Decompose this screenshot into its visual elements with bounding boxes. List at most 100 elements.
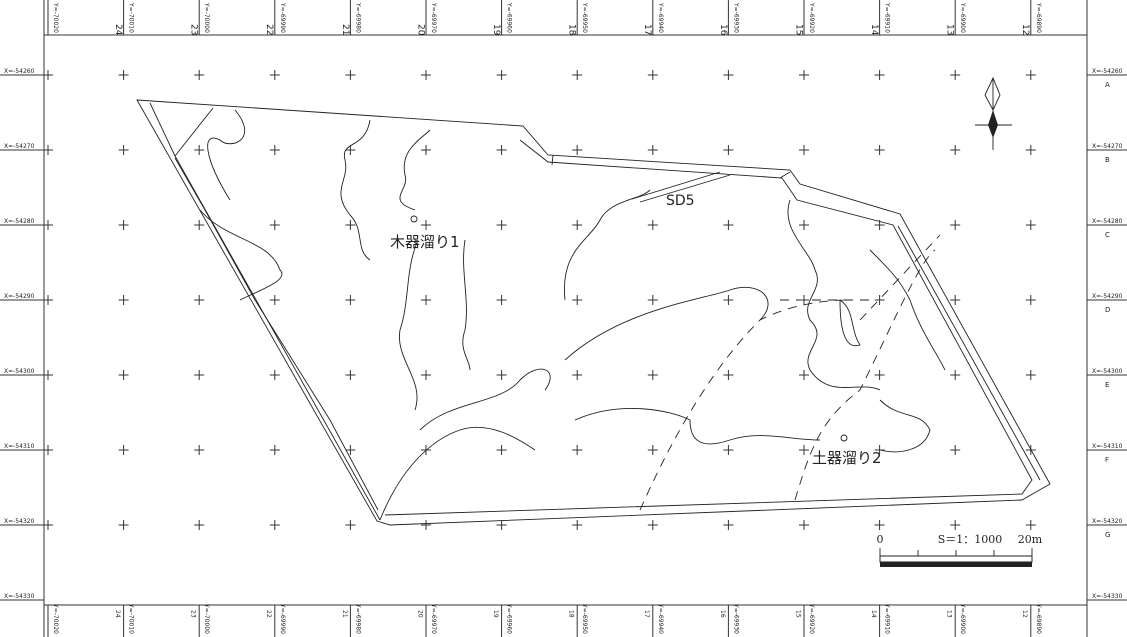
grid-cross bbox=[269, 70, 280, 80]
grid-cross bbox=[118, 370, 129, 380]
column-label: Y=-69960 bbox=[506, 2, 513, 33]
column-label: Y=-70000 bbox=[203, 603, 210, 634]
grid-cross bbox=[1025, 70, 1036, 80]
grid-cross bbox=[421, 370, 431, 380]
feature-label: 木器溜り1 bbox=[390, 233, 460, 251]
column-number: 14 bbox=[869, 24, 879, 36]
grid-cross bbox=[874, 445, 885, 455]
row-letter: F bbox=[1105, 456, 1109, 464]
grid-cross bbox=[345, 145, 356, 155]
north-arrow bbox=[975, 76, 1012, 150]
grid-cross bbox=[1025, 220, 1036, 230]
grid-cross bbox=[723, 145, 734, 155]
grid-cross bbox=[647, 370, 658, 380]
contours bbox=[199, 109, 946, 521]
column-number: 17 bbox=[642, 24, 652, 35]
column-number: 21 bbox=[341, 610, 348, 618]
row-label: X=-54280 bbox=[4, 218, 35, 225]
column-label: Y=-69940 bbox=[657, 2, 664, 33]
scale-bar bbox=[879, 548, 1033, 567]
column-label: Y=-70010 bbox=[128, 2, 135, 33]
grid-cross bbox=[43, 445, 53, 455]
column-number: 24 bbox=[114, 610, 121, 618]
column-label: Y=-69920 bbox=[808, 2, 815, 33]
grid-cross bbox=[345, 220, 356, 230]
column-number: 13 bbox=[945, 24, 955, 35]
grid-cross bbox=[43, 220, 53, 230]
grid-cross bbox=[950, 145, 961, 155]
column-label: Y=-69990 bbox=[279, 2, 286, 33]
grid-cross bbox=[647, 70, 658, 80]
row-label: X=-54270 bbox=[1092, 143, 1123, 150]
grid-cross bbox=[874, 370, 885, 380]
column-number: 16 bbox=[718, 24, 728, 36]
grid-cross bbox=[1025, 520, 1036, 530]
grid-cross bbox=[43, 520, 53, 530]
column-number: 15 bbox=[794, 610, 801, 618]
scale-label: S＝1：1000 bbox=[938, 533, 1003, 546]
grid-cross bbox=[118, 70, 129, 80]
column-label: Y=-70020 bbox=[52, 603, 59, 634]
grid-cross bbox=[421, 145, 431, 155]
grid-cross bbox=[799, 145, 809, 155]
grid-cross bbox=[950, 220, 961, 230]
grid-cross bbox=[345, 445, 356, 455]
column-number: 23 bbox=[190, 610, 197, 618]
grid-cross bbox=[194, 220, 205, 230]
grid-cross bbox=[572, 145, 583, 155]
row-label: X=-54300 bbox=[4, 368, 35, 375]
grid-cross bbox=[723, 220, 734, 230]
grid-cross bbox=[572, 520, 583, 530]
column-label: Y=-69900 bbox=[959, 603, 966, 634]
column-label: Y=-69990 bbox=[279, 603, 286, 634]
grid-cross bbox=[345, 370, 356, 380]
grid-cross bbox=[496, 145, 507, 155]
grid-cross bbox=[1025, 145, 1036, 155]
grid-cross bbox=[799, 295, 809, 305]
column-label: Y=-69970 bbox=[430, 2, 437, 33]
grid-cross bbox=[723, 295, 734, 305]
grid-cross bbox=[950, 520, 961, 530]
grid-cross bbox=[269, 295, 280, 305]
grid-cross bbox=[1025, 445, 1036, 455]
grid-cross bbox=[950, 295, 961, 305]
grid-cross bbox=[723, 520, 734, 530]
column-number: 18 bbox=[567, 24, 577, 36]
grid-cross bbox=[647, 220, 658, 230]
grid-cross bbox=[118, 220, 129, 230]
grid-cross bbox=[194, 295, 205, 305]
grid-cross bbox=[43, 370, 53, 380]
row-label: X=-54310 bbox=[1092, 443, 1123, 450]
column-number: 19 bbox=[492, 610, 499, 618]
column-number: 15 bbox=[793, 24, 803, 35]
grid-cross bbox=[799, 220, 809, 230]
grid-cross bbox=[799, 370, 809, 380]
row-label: X=-54330 bbox=[1092, 593, 1123, 600]
row-letter: E bbox=[1105, 381, 1109, 389]
grid-cross bbox=[194, 445, 205, 455]
grid-cross bbox=[43, 145, 53, 155]
column-number: 17 bbox=[643, 610, 650, 618]
row-label: X=-54270 bbox=[4, 143, 35, 150]
grid-cross bbox=[572, 220, 583, 230]
grid-cross bbox=[118, 145, 129, 155]
grid-cross bbox=[799, 445, 809, 455]
grid-cross bbox=[194, 145, 205, 155]
row-label: X=-54310 bbox=[4, 443, 35, 450]
grid-cross bbox=[874, 295, 885, 305]
column-number: 20 bbox=[416, 610, 423, 618]
row-letter: G bbox=[1105, 531, 1110, 539]
column-number: 23 bbox=[189, 24, 199, 35]
grid-cross bbox=[950, 370, 961, 380]
grid-cross bbox=[43, 295, 53, 305]
grid-cross bbox=[572, 370, 583, 380]
column-number: 24 bbox=[113, 24, 123, 36]
grid-cross bbox=[496, 520, 507, 530]
column-label: Y=-69920 bbox=[808, 603, 815, 634]
column-number: 18 bbox=[568, 610, 575, 618]
grid-cross bbox=[1025, 370, 1036, 380]
grid-cross bbox=[118, 445, 129, 455]
row-letter: C bbox=[1105, 231, 1110, 239]
